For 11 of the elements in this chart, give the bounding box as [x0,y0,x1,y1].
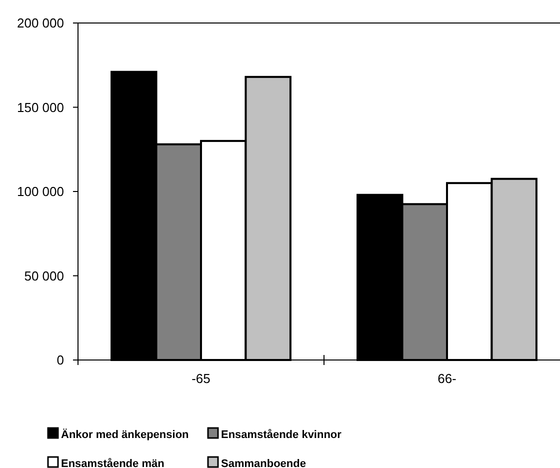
legend-label: Sammanboende [221,458,306,468]
y-tick-label: 150 000 [17,100,64,115]
y-tick-label: 50 000 [24,268,64,284]
y-tick-label: 0 [56,352,64,368]
legend-label: Ensamstående kvinnor [221,428,342,441]
x-tick-label: -65 [192,371,210,386]
y-tick-label: 100 000 [17,184,64,200]
y-tick-label: 200 000 [17,16,64,31]
legend-label: Ensamstående män [61,456,165,468]
x-tick-label: 66- [438,371,456,386]
legend-label: Änkor med änkepension [61,428,190,441]
